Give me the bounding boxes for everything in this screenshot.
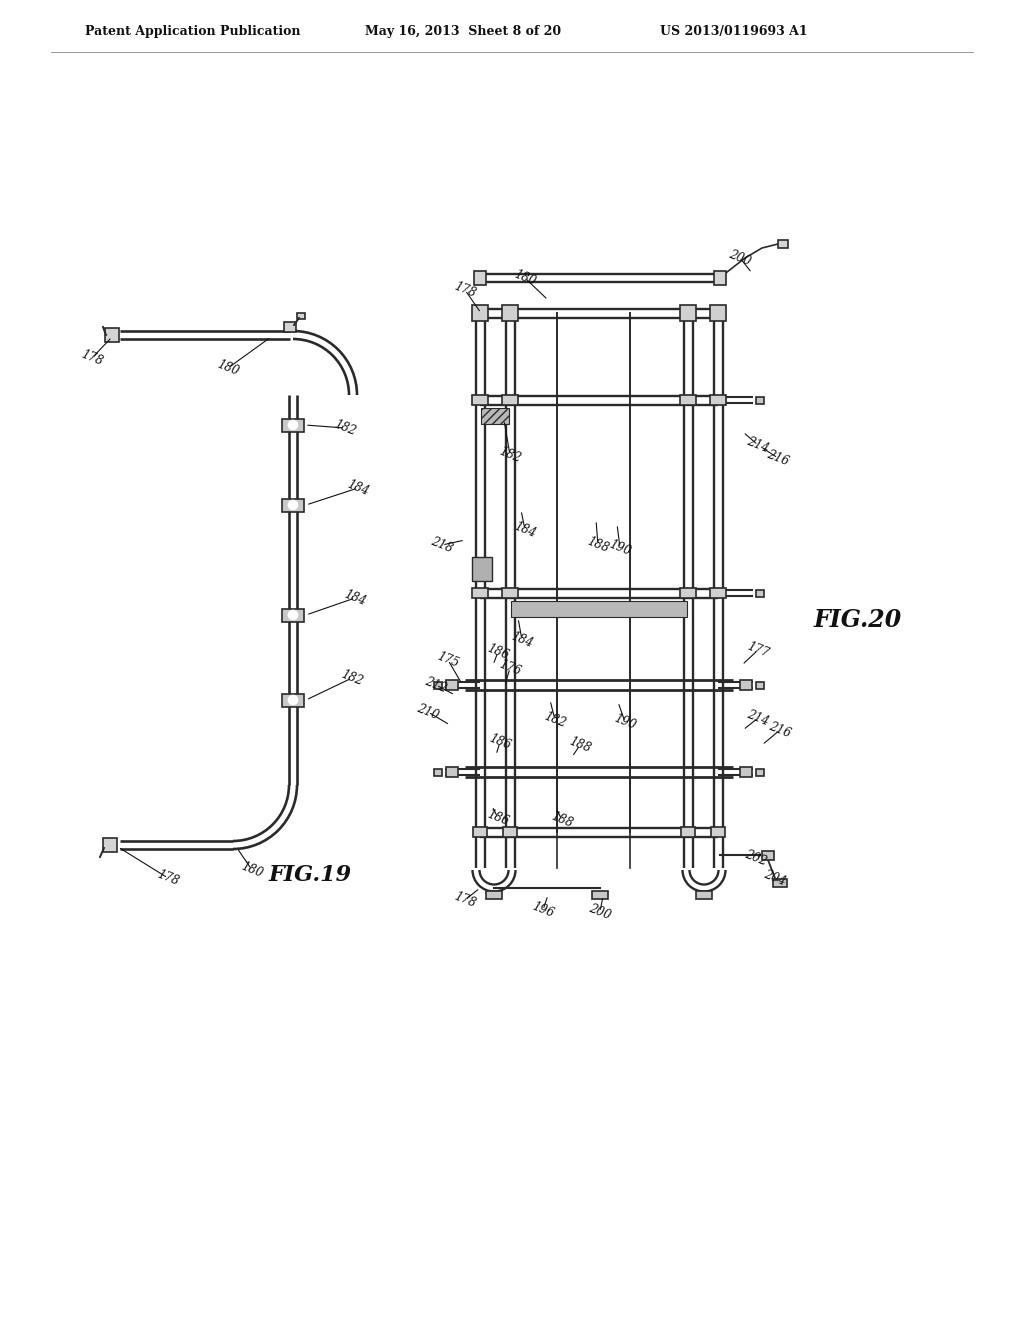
Bar <box>502 587 518 598</box>
Bar <box>681 828 695 837</box>
Bar <box>680 587 696 598</box>
Text: 190: 190 <box>612 711 638 733</box>
Bar <box>472 305 488 321</box>
Bar <box>762 850 774 859</box>
Bar <box>696 891 712 899</box>
Text: 182: 182 <box>497 445 523 465</box>
Bar <box>472 587 488 598</box>
Text: 178: 178 <box>79 347 104 368</box>
Text: 182: 182 <box>332 417 357 438</box>
Text: 216: 216 <box>767 719 793 741</box>
Text: 184: 184 <box>342 587 368 609</box>
Text: 184: 184 <box>345 478 371 498</box>
Text: 175: 175 <box>435 649 461 671</box>
Circle shape <box>289 696 298 705</box>
Bar <box>502 305 518 321</box>
Text: 188: 188 <box>567 735 593 755</box>
Text: 184: 184 <box>509 630 535 651</box>
Text: 188: 188 <box>549 809 574 830</box>
Text: 190: 190 <box>607 537 633 558</box>
Text: 178: 178 <box>155 867 181 888</box>
Text: 214: 214 <box>745 708 771 729</box>
Bar <box>474 271 486 285</box>
Text: 200: 200 <box>727 248 753 268</box>
Circle shape <box>289 421 298 429</box>
Bar <box>284 322 296 333</box>
Text: 210: 210 <box>415 702 441 722</box>
Text: 186: 186 <box>485 642 511 663</box>
Text: 184: 184 <box>512 520 538 540</box>
Bar <box>105 327 119 342</box>
Text: 188: 188 <box>585 535 611 556</box>
Circle shape <box>289 500 298 510</box>
Bar <box>711 828 725 837</box>
Bar <box>773 879 787 887</box>
Bar <box>778 240 788 248</box>
Text: 180: 180 <box>215 358 241 379</box>
Text: 186: 186 <box>485 808 511 828</box>
Text: 178: 178 <box>453 890 478 911</box>
Text: 180: 180 <box>512 268 538 288</box>
Bar <box>680 305 696 321</box>
Bar <box>473 828 487 837</box>
Bar <box>446 767 458 777</box>
Bar <box>434 768 442 776</box>
Bar <box>472 395 488 405</box>
Bar <box>511 601 687 616</box>
Bar <box>282 418 304 432</box>
Text: 176: 176 <box>497 657 523 678</box>
Bar <box>502 395 518 405</box>
Bar <box>282 609 304 622</box>
Circle shape <box>289 610 298 619</box>
Bar <box>503 828 517 837</box>
Bar <box>297 313 305 319</box>
Bar <box>740 680 752 690</box>
Bar <box>714 271 726 285</box>
Text: 216: 216 <box>765 447 791 469</box>
Bar <box>481 408 509 424</box>
Text: FIG.19: FIG.19 <box>268 865 351 886</box>
Bar <box>103 838 117 851</box>
Text: 200: 200 <box>587 902 613 923</box>
Text: 202: 202 <box>743 847 769 869</box>
Bar <box>756 396 764 404</box>
Bar <box>592 891 608 899</box>
Text: US 2013/0119693 A1: US 2013/0119693 A1 <box>660 25 808 38</box>
Bar <box>680 395 696 405</box>
Text: Patent Application Publication: Patent Application Publication <box>85 25 300 38</box>
Text: May 16, 2013  Sheet 8 of 20: May 16, 2013 Sheet 8 of 20 <box>365 25 561 38</box>
Bar <box>710 395 726 405</box>
Bar <box>434 681 442 689</box>
Bar <box>756 681 764 689</box>
Bar <box>756 590 764 597</box>
Bar <box>710 305 726 321</box>
Text: FIG.20: FIG.20 <box>814 609 902 632</box>
Text: 177: 177 <box>745 640 771 660</box>
Bar <box>710 587 726 598</box>
Bar <box>282 499 304 511</box>
Bar <box>446 680 458 690</box>
Bar <box>486 891 502 899</box>
Text: 196: 196 <box>530 900 556 920</box>
Bar <box>740 767 752 777</box>
Bar <box>756 768 764 776</box>
Text: 186: 186 <box>487 731 513 752</box>
Text: 204: 204 <box>762 867 787 888</box>
Bar <box>282 693 304 706</box>
Text: 178: 178 <box>453 280 478 300</box>
Text: 182: 182 <box>339 668 365 688</box>
Text: 214: 214 <box>745 434 771 455</box>
Text: 212: 212 <box>423 675 449 696</box>
Text: 182: 182 <box>542 710 568 730</box>
Text: 218: 218 <box>429 535 455 556</box>
Bar <box>472 557 492 581</box>
Text: 180: 180 <box>240 859 265 880</box>
